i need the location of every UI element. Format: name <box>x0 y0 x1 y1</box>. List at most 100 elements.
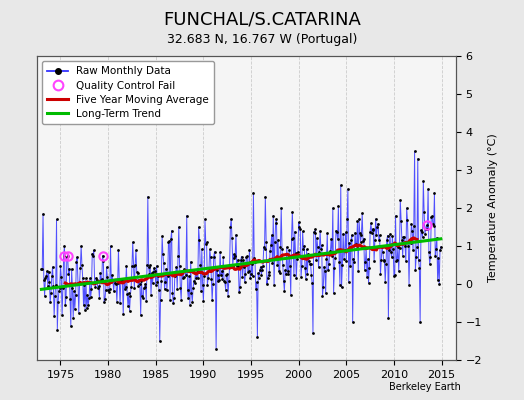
Point <box>60 252 68 259</box>
Point <box>350 256 358 262</box>
Point <box>425 260 434 267</box>
Point <box>232 231 240 238</box>
Point <box>312 257 320 264</box>
Point <box>433 277 442 283</box>
Point <box>416 319 424 325</box>
Point <box>114 280 122 286</box>
Point <box>433 234 441 241</box>
Point <box>249 190 258 196</box>
Point <box>379 249 387 255</box>
Point <box>329 205 337 211</box>
Point <box>344 279 353 286</box>
Point <box>235 288 243 295</box>
Point <box>79 302 88 308</box>
Point <box>318 292 326 299</box>
Point <box>51 292 59 299</box>
Point <box>421 230 429 237</box>
Point <box>297 274 305 280</box>
Point <box>43 268 51 274</box>
Point <box>299 228 307 235</box>
Point <box>71 306 79 312</box>
Point <box>118 277 127 283</box>
Point <box>102 286 110 293</box>
Point <box>388 233 397 239</box>
Point <box>290 228 299 235</box>
Point <box>266 248 274 254</box>
Point <box>305 258 313 264</box>
Point <box>158 233 166 239</box>
Point <box>242 254 250 260</box>
Point <box>72 259 81 265</box>
Point <box>53 326 61 333</box>
Point <box>346 263 354 269</box>
Point <box>293 249 302 255</box>
Point <box>381 279 389 285</box>
Point <box>330 265 339 271</box>
Point <box>267 232 276 238</box>
Point <box>38 266 47 272</box>
Point <box>246 274 255 281</box>
Point <box>115 277 124 283</box>
Point <box>387 249 395 255</box>
Point <box>301 265 309 271</box>
Point <box>397 218 405 224</box>
Point <box>182 212 191 219</box>
Point <box>285 247 293 253</box>
Point <box>130 285 138 291</box>
Point <box>179 274 188 280</box>
Point <box>310 229 318 235</box>
Point <box>86 294 95 300</box>
Point <box>199 282 207 288</box>
Point <box>336 282 344 288</box>
Point <box>136 280 144 287</box>
Point <box>83 292 92 298</box>
Point <box>345 240 354 246</box>
Point <box>253 279 261 286</box>
Point <box>332 227 340 234</box>
Point <box>71 292 80 298</box>
Point <box>333 236 342 242</box>
Point <box>290 272 298 278</box>
Point <box>63 252 72 259</box>
Point <box>234 262 243 269</box>
Point <box>296 226 304 232</box>
Point <box>219 276 227 282</box>
Point <box>418 229 426 235</box>
Point <box>162 287 171 294</box>
Point <box>340 256 348 262</box>
Point <box>89 253 97 259</box>
Point <box>134 283 143 290</box>
Point <box>375 236 383 243</box>
Point <box>353 218 362 225</box>
Point <box>236 257 245 263</box>
Point <box>316 246 325 253</box>
Point <box>124 303 132 310</box>
Point <box>387 254 396 260</box>
Point <box>264 274 272 281</box>
Point <box>145 263 153 270</box>
Point <box>203 281 212 288</box>
Point <box>391 212 400 219</box>
Point <box>156 338 164 344</box>
Point <box>265 268 274 275</box>
Point <box>171 273 179 279</box>
Point <box>222 286 230 293</box>
Point <box>77 243 85 249</box>
Point <box>100 299 108 306</box>
Point <box>348 232 356 238</box>
Point <box>74 280 82 286</box>
Point <box>94 283 103 289</box>
Point <box>85 295 93 302</box>
Point <box>359 236 368 242</box>
Point <box>149 269 158 275</box>
Point <box>227 216 235 222</box>
Point <box>61 302 70 308</box>
Point <box>376 232 384 238</box>
Point <box>171 270 180 276</box>
Point <box>116 300 124 306</box>
Point <box>176 284 184 291</box>
Point <box>91 280 99 286</box>
Point <box>276 270 284 277</box>
Point <box>347 236 355 243</box>
Point <box>47 290 55 296</box>
